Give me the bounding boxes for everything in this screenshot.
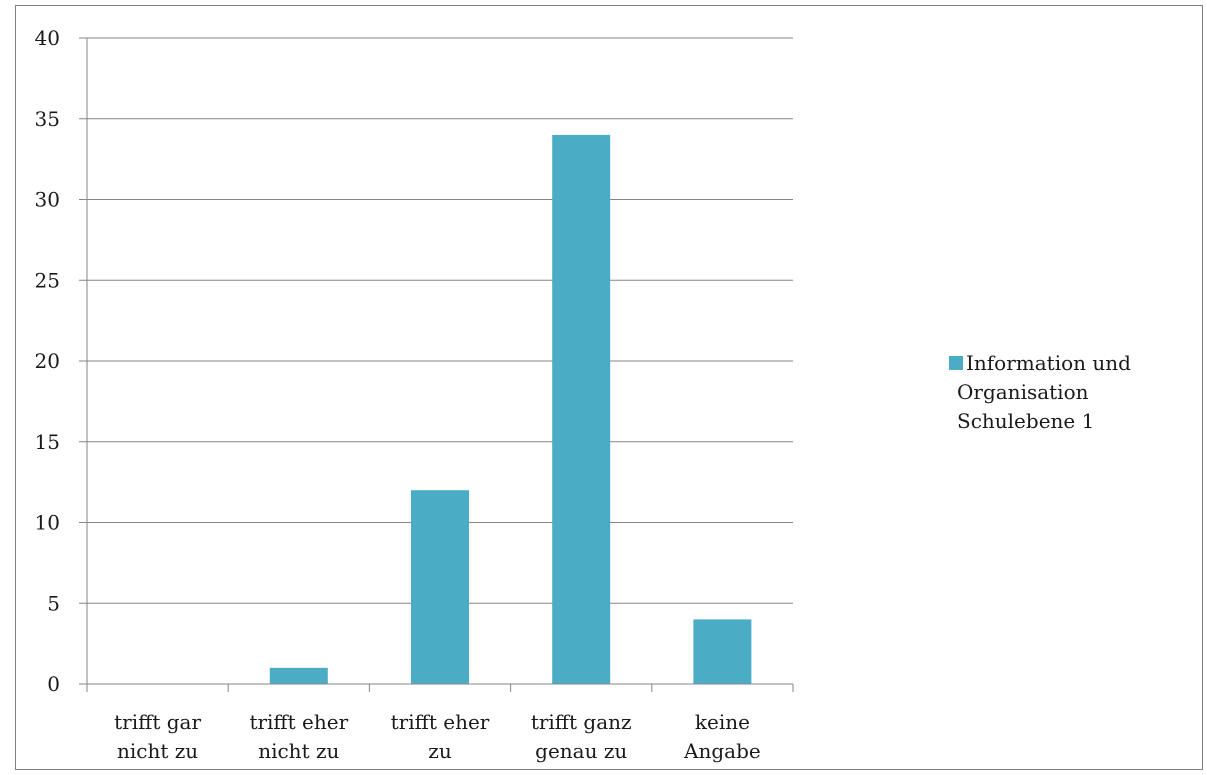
x-category-label-line: Angabe (683, 739, 761, 763)
legend-label-line: Organisation (957, 380, 1089, 404)
legend-label: Information und Organisation Schulebene 1 (957, 351, 1131, 433)
gridlines (79, 37, 793, 685)
x-category-label-line: nicht zu (258, 739, 339, 763)
x-category-label-line: keine (695, 710, 750, 734)
y-tick-label: 35 (35, 107, 60, 131)
y-tick-label: 30 (35, 188, 60, 212)
x-category-label-line: nicht zu (117, 739, 198, 763)
y-tick-label: 5 (47, 591, 60, 615)
x-category-label: keine Angabe (683, 710, 761, 763)
bar (693, 619, 752, 684)
bar (552, 134, 611, 684)
legend: Information und Organisation Schulebene 1 (949, 351, 1131, 433)
y-tick-label: 15 (35, 430, 60, 454)
x-category-label-line: zu (428, 739, 452, 763)
legend-swatch (949, 356, 963, 370)
x-category-label-line: trifft eher (391, 710, 490, 734)
x-category-label: trifft eher zu (391, 710, 490, 763)
y-tick-label: 20 (35, 349, 60, 373)
x-category-label: trifft eher nicht zu (249, 710, 348, 763)
legend-label-line: Schulebene 1 (957, 409, 1094, 433)
x-category-label-line: genau zu (535, 739, 627, 763)
axes (86, 38, 794, 692)
y-tick-label: 10 (35, 511, 60, 535)
x-category-label-line: trifft ganz (531, 710, 632, 734)
x-category-label: trifft gar nicht zu (114, 710, 201, 763)
y-tick-label: 0 (47, 672, 60, 696)
y-tick-labels: 0 5 10 15 20 25 30 35 40 (35, 26, 60, 696)
bars (269, 134, 752, 684)
x-category-label-line: trifft gar (114, 710, 201, 734)
bar (411, 490, 469, 684)
x-category-label: trifft ganz genau zu (531, 710, 632, 763)
y-tick-label: 25 (35, 268, 60, 292)
y-tick-label: 40 (35, 26, 60, 50)
x-category-label-line: trifft eher (249, 710, 348, 734)
legend-label-line: Information und (966, 351, 1131, 375)
bar (269, 667, 328, 684)
